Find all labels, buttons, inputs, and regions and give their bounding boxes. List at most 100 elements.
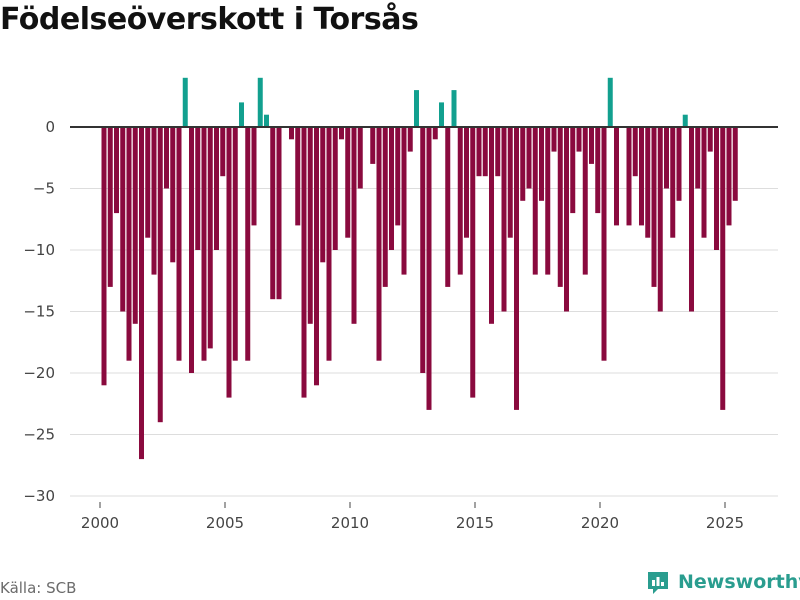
- bar: [395, 127, 401, 226]
- bar: [326, 127, 332, 361]
- y-tick-label: −5: [33, 180, 55, 198]
- bar: [514, 127, 519, 410]
- bar: [676, 127, 682, 201]
- bar: [589, 127, 594, 164]
- source-note: Källa: SCB: [0, 579, 77, 597]
- chart-title: Födelseöverskott i Torsås: [0, 2, 419, 37]
- y-tick-label: −30: [23, 487, 55, 505]
- bar: [351, 127, 357, 324]
- bar: [451, 90, 457, 127]
- bar: [664, 127, 669, 189]
- y-tick-label: −20: [23, 364, 55, 382]
- bar: [389, 127, 394, 250]
- y-tick-label: −25: [23, 426, 55, 444]
- bar: [607, 77, 613, 127]
- bar: [314, 127, 319, 386]
- bar: [457, 127, 463, 275]
- bar: [107, 127, 113, 287]
- x-axis-ticks: 2000 2005 2010 2015 2020 2025: [81, 502, 744, 532]
- bar: [470, 127, 476, 398]
- bar: [307, 127, 313, 324]
- bars: [101, 77, 738, 460]
- bar: [226, 127, 232, 398]
- bar: [214, 127, 219, 250]
- bar: [139, 127, 144, 460]
- bar: [564, 127, 569, 312]
- x-tick-label: 2000: [81, 514, 119, 532]
- bar: [557, 127, 563, 287]
- bar: [601, 127, 607, 361]
- bar: [432, 127, 438, 140]
- bar: [151, 127, 157, 275]
- bar: [495, 127, 501, 177]
- bar: [445, 127, 451, 287]
- x-tick-label: 2010: [331, 514, 369, 532]
- bar: [595, 127, 601, 214]
- bar: [582, 127, 588, 275]
- bar: [576, 127, 582, 152]
- y-tick-label: 0: [45, 118, 55, 136]
- bar: [482, 127, 488, 177]
- x-tick-label: 2020: [581, 514, 619, 532]
- x-tick-label: 2005: [206, 514, 244, 532]
- bar: [176, 127, 182, 361]
- bar: [682, 114, 688, 127]
- bar: [545, 127, 551, 275]
- bar: [132, 127, 138, 324]
- bar: [370, 127, 376, 164]
- y-tick-label: −10: [23, 241, 55, 259]
- bar: [426, 127, 432, 410]
- bar: [670, 127, 676, 238]
- bar: [357, 127, 363, 189]
- bar: [407, 127, 413, 152]
- bar: [632, 127, 638, 177]
- brand-logo[interactable]: Newsworthy: [645, 569, 800, 595]
- bar: [270, 127, 276, 300]
- y-tick-label: −15: [23, 303, 55, 321]
- bar: [376, 127, 382, 361]
- bar: [157, 127, 163, 423]
- bar: [551, 127, 557, 152]
- bar: [732, 127, 738, 201]
- bar: [276, 127, 282, 300]
- bar: [345, 127, 351, 238]
- bar: [220, 127, 226, 177]
- bar: [257, 77, 263, 127]
- bar: [689, 127, 694, 312]
- bar: [639, 127, 644, 226]
- bar: [339, 127, 344, 140]
- bar: [114, 127, 119, 214]
- bar: [701, 127, 707, 238]
- bar: [651, 127, 657, 287]
- bar: [301, 127, 307, 398]
- bar: [501, 127, 507, 312]
- x-tick-label: 2015: [456, 514, 494, 532]
- bar: [182, 77, 188, 127]
- bar: [332, 127, 338, 250]
- x-tick-label: 2025: [706, 514, 744, 532]
- bar: [164, 127, 169, 189]
- bar: [295, 127, 301, 226]
- bar: [626, 127, 632, 226]
- bar: [714, 127, 719, 250]
- bar: [120, 127, 126, 312]
- bar: [476, 127, 482, 177]
- bar: [614, 127, 619, 226]
- bar: [707, 127, 713, 152]
- bar: [382, 127, 388, 287]
- bar: [489, 127, 494, 324]
- bar: [207, 127, 213, 349]
- bar: [420, 127, 426, 373]
- bar: [201, 127, 207, 361]
- bar: [145, 127, 151, 238]
- bar: [726, 127, 732, 226]
- newsworthy-logo-icon: [648, 572, 668, 594]
- bar: [101, 127, 107, 386]
- bar: [232, 127, 238, 361]
- bar: [245, 127, 251, 361]
- bar: [520, 127, 526, 201]
- bar: [464, 127, 469, 238]
- bar: [645, 127, 651, 238]
- bar: [439, 102, 444, 127]
- bar: [720, 127, 726, 410]
